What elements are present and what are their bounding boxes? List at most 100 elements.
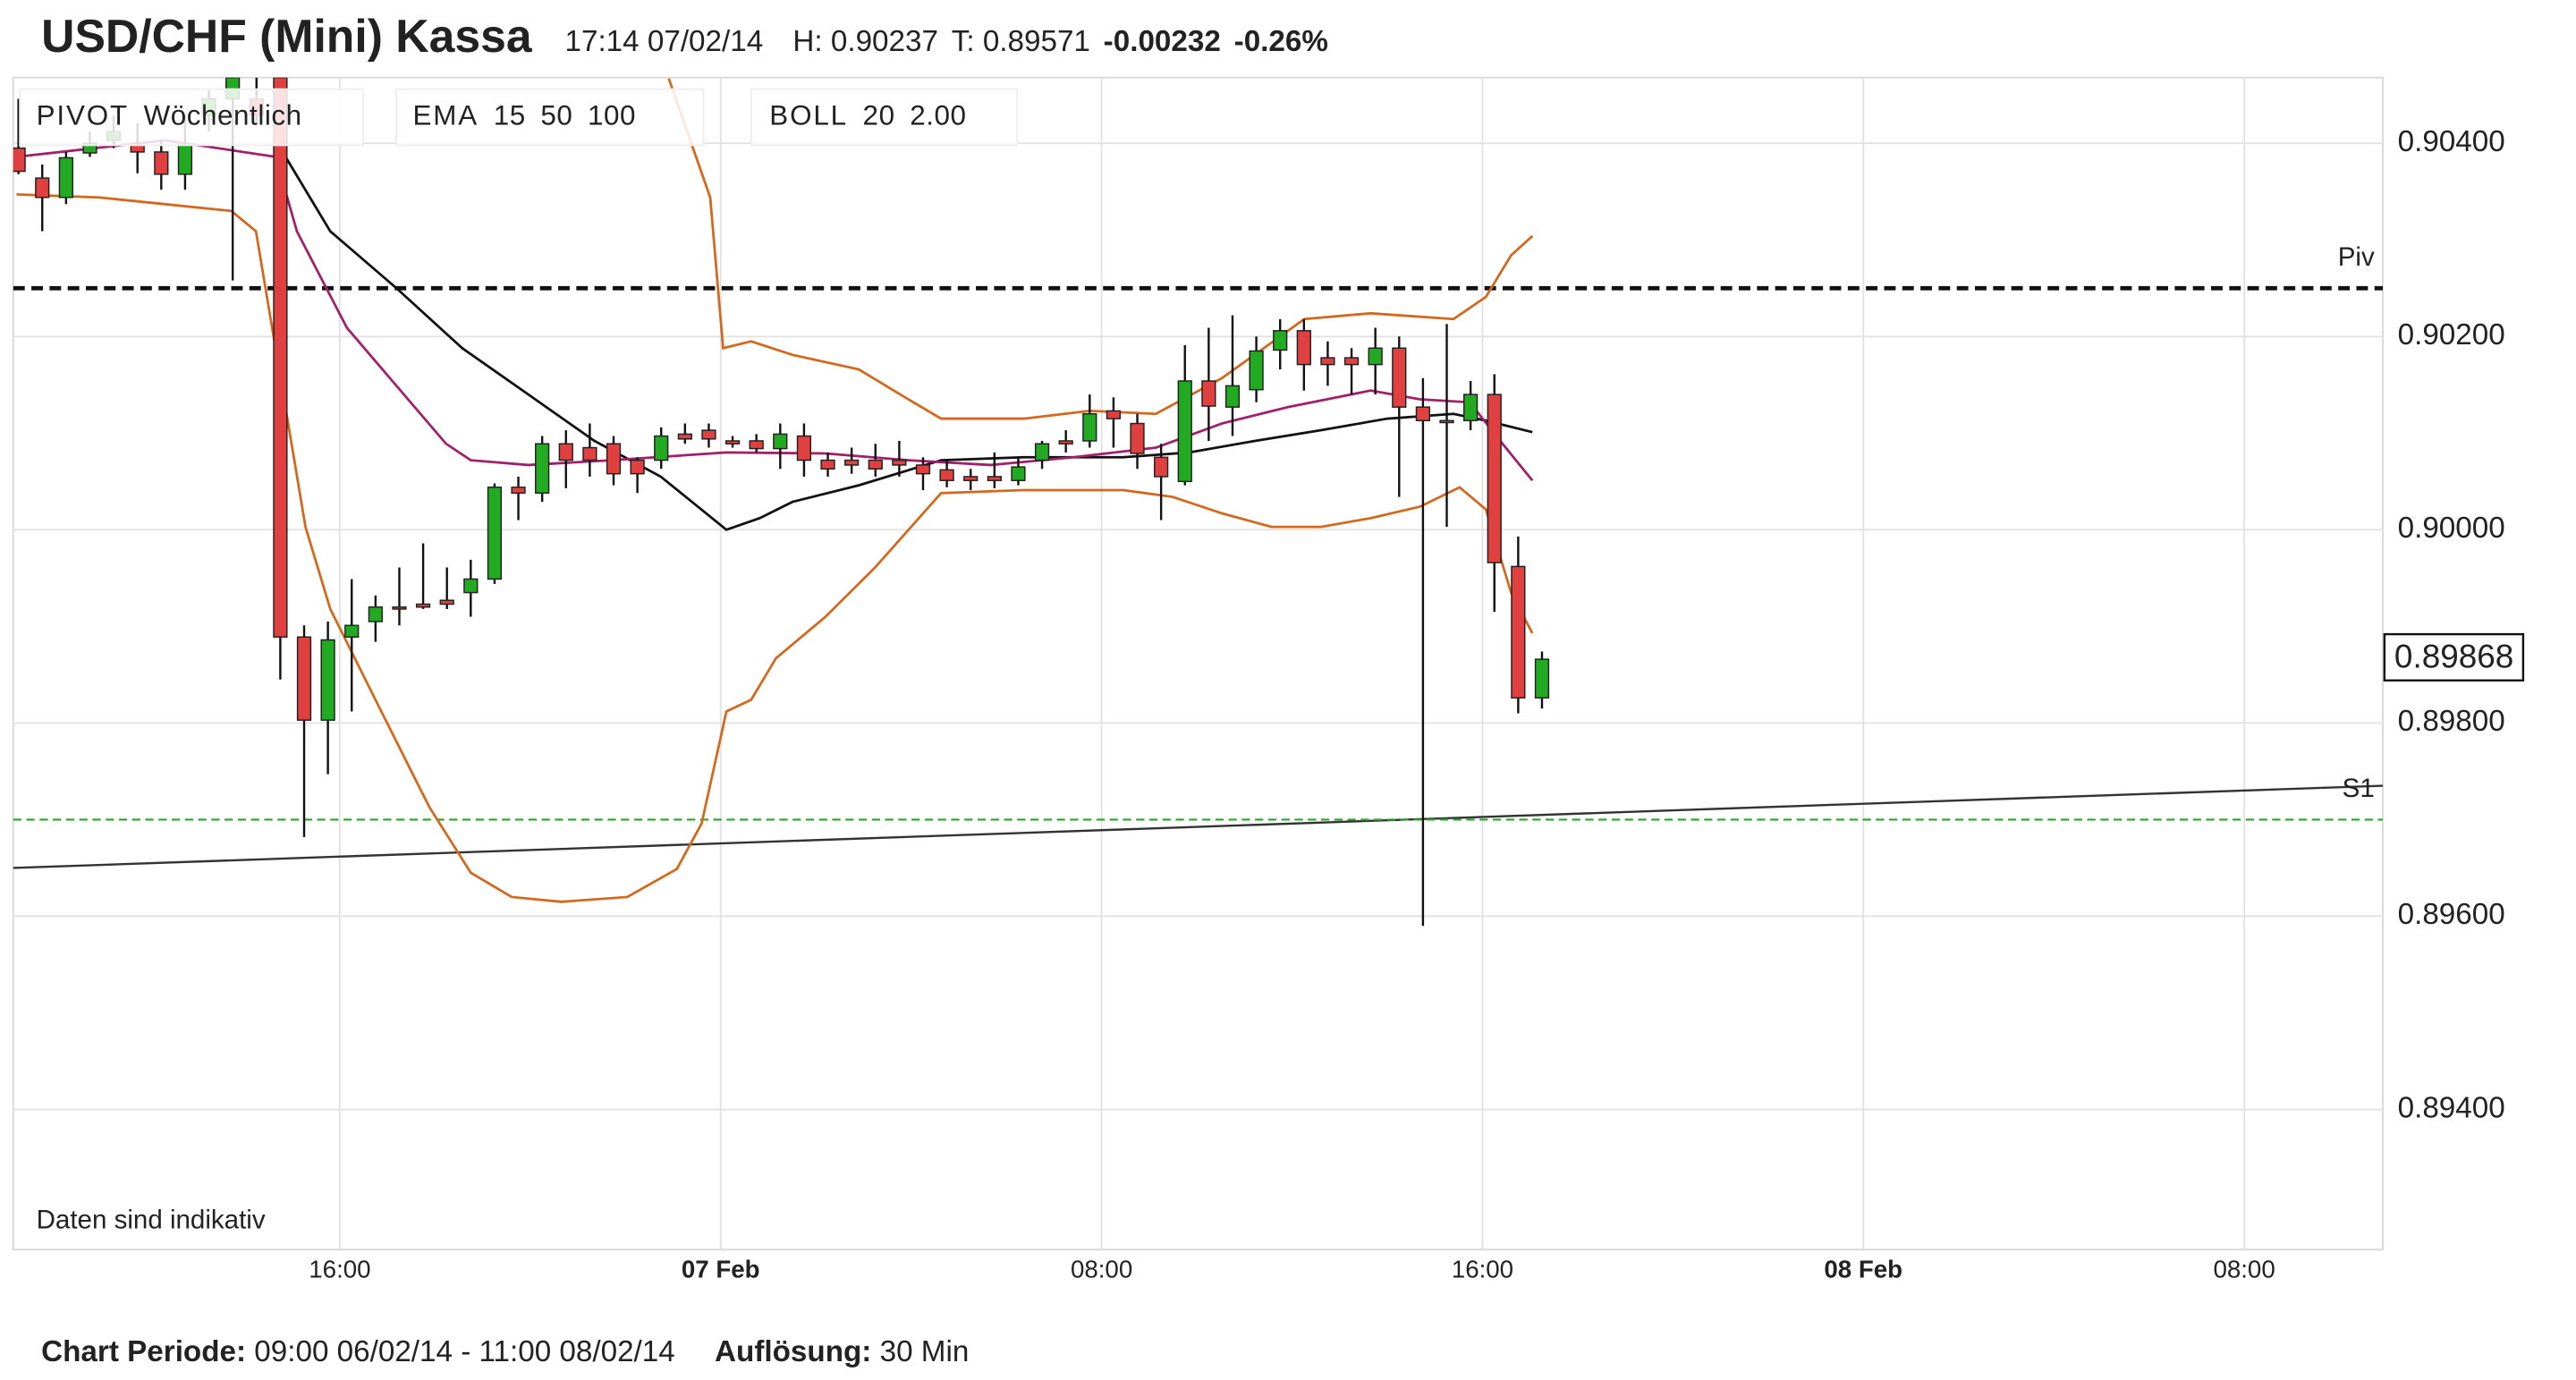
legend-text: 100 (588, 99, 636, 131)
legend-text: 2.00 (910, 99, 966, 131)
candle-body (1224, 385, 1241, 408)
candle-body (582, 446, 597, 461)
footer-text: 09:00 06/02/14 - 11:00 08/02/14 (254, 1335, 674, 1368)
candle-body (35, 177, 50, 199)
candle-body (1296, 330, 1311, 366)
legend-text: EMA (413, 99, 479, 131)
candle-body (1130, 422, 1145, 454)
header-text: 17:14 07/02/14 (565, 25, 764, 58)
candle-body (1343, 357, 1360, 366)
candle-body (320, 639, 335, 721)
candle-body (820, 459, 835, 470)
footer-text: Chart Periode: (41, 1335, 246, 1368)
level-label: Piv (2338, 242, 2375, 272)
candle-body (177, 144, 193, 175)
candle-body (1415, 406, 1431, 422)
legend-text: 15 (494, 99, 526, 131)
candle-body (1011, 466, 1026, 481)
candle-body (1392, 347, 1407, 408)
indicator-line (667, 78, 1534, 420)
candle-body (749, 440, 764, 450)
x-tick-label: 07 Feb (682, 1255, 760, 1283)
candle-body (724, 440, 741, 444)
legend-box (395, 88, 705, 147)
candle-body (1201, 380, 1216, 407)
chart-title: USD/CHF (Mini) Kassa (41, 10, 533, 62)
candle-body (939, 469, 954, 481)
candle-body (1463, 394, 1479, 422)
footer-text: Auflösung: (715, 1335, 871, 1368)
indicator-line (16, 139, 1534, 482)
candle-body (963, 476, 979, 481)
candle-body (1534, 658, 1550, 699)
candle-body (154, 151, 169, 175)
legend-box (750, 88, 1019, 147)
candle-body (1273, 330, 1288, 351)
legend-text: PIVOT (37, 99, 129, 131)
legend-text: 20 (863, 99, 895, 131)
candle-body (773, 433, 788, 450)
candle-body (677, 433, 692, 440)
header-text: T: 0.89571 (952, 25, 1090, 58)
candle-body (1177, 380, 1192, 483)
legend-text: BOLL (769, 99, 848, 131)
candle-body (511, 487, 526, 495)
plot-area (12, 76, 2384, 1251)
candle-body (701, 429, 716, 440)
indicator-line (274, 140, 1533, 531)
trend-line (13, 784, 2383, 869)
header-text: -0.00232 (1104, 25, 1221, 58)
x-tick-label: 08 Feb (1824, 1255, 1902, 1283)
x-tick-label: 08:00 (2213, 1255, 2275, 1283)
candle-body (1106, 410, 1122, 419)
candle-body (130, 144, 145, 153)
plot (13, 77, 2383, 927)
candle-body (868, 459, 883, 470)
candle-body (1082, 412, 1097, 442)
candle-body (392, 606, 407, 610)
candle-body (273, 77, 288, 638)
candle-body (1487, 394, 1502, 563)
candle-body (1034, 443, 1050, 461)
candle-body (630, 459, 645, 475)
candle-body (915, 464, 931, 475)
header-text: H: 0.90237 (792, 25, 938, 58)
x-tick-label: 16:00 (309, 1255, 370, 1283)
candle-body (535, 443, 550, 495)
x-tick-label: 08:00 (1071, 1255, 1132, 1283)
candle-body (463, 578, 479, 594)
y-tick-label: 0.90000 (2398, 512, 2505, 545)
candle-body (1154, 456, 1169, 478)
candle-body (558, 443, 573, 461)
last-price-label: 0.89868 (2394, 639, 2513, 675)
labels: 0.89400 0.89600 0.89800 0.90000 0.90200 0.904… (309, 125, 2525, 1283)
candle-body (606, 443, 622, 475)
x-tick-label: 16:00 (1452, 1255, 1513, 1283)
candle-body (1320, 357, 1335, 366)
candle-body (13, 147, 26, 173)
candle-body (1511, 565, 1526, 699)
candle-body (415, 603, 431, 608)
candle-body (892, 459, 907, 466)
note: Daten sind indikativ (37, 1206, 266, 1235)
level-label: S1 (2343, 774, 2375, 803)
candle-body (844, 459, 860, 466)
y-tick-label: 0.89600 (2398, 898, 2505, 931)
legend-text: 50 (540, 99, 572, 131)
y-tick-label: 0.90200 (2398, 318, 2505, 351)
candle-body (796, 435, 812, 461)
y-tick-label: 0.90400 (2398, 125, 2505, 158)
candle-body (654, 435, 669, 461)
candle-body (1058, 440, 1073, 444)
header-text: -0.26% (1234, 25, 1328, 58)
candle-body (368, 606, 383, 622)
candle-body (344, 624, 360, 638)
candle-body (1249, 350, 1264, 391)
footer-text: 30 Min (880, 1335, 970, 1368)
legend-text: Wöchentlich (144, 99, 302, 131)
candle-body (296, 636, 312, 721)
y-tick-label: 0.89800 (2398, 705, 2505, 738)
legend: PIVOT Wöchentlich EMA 15 50 100 BOLL 20 2.00 (19, 88, 1019, 147)
